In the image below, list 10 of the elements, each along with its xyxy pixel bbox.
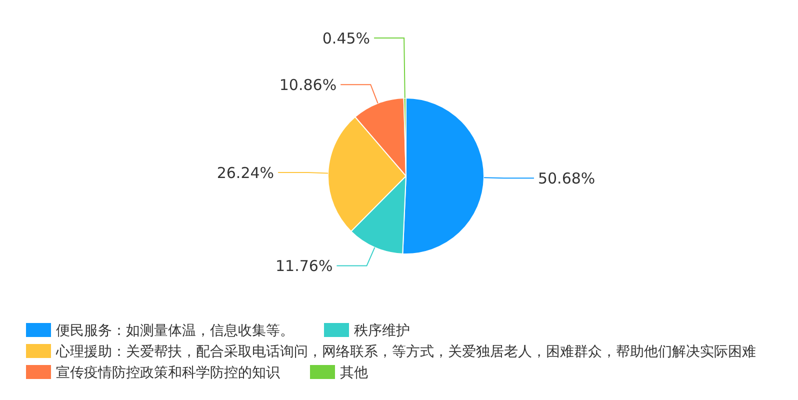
data-label: 0.45% [322, 29, 370, 48]
data-label: 11.76% [276, 257, 333, 276]
data-label: 10.86% [279, 76, 337, 94]
legend-label: 心理援助：关爱帮扶，配合采取电话询问，网络联系，等方式，关爱独居老人，困难群众，帮助他们解决实际困难 [55, 344, 756, 360]
data-label: 50.68% [538, 169, 596, 188]
data-label: 26.24% [216, 164, 274, 182]
legend-label: 宣传疫情防控政策和科学防控的知识 [56, 364, 280, 381]
legend-label: 其他 [340, 364, 368, 381]
legend-label: 秩序维护 [354, 322, 410, 339]
legend-label: 便民服务：如测量体温，信息收集等。 [56, 322, 294, 339]
